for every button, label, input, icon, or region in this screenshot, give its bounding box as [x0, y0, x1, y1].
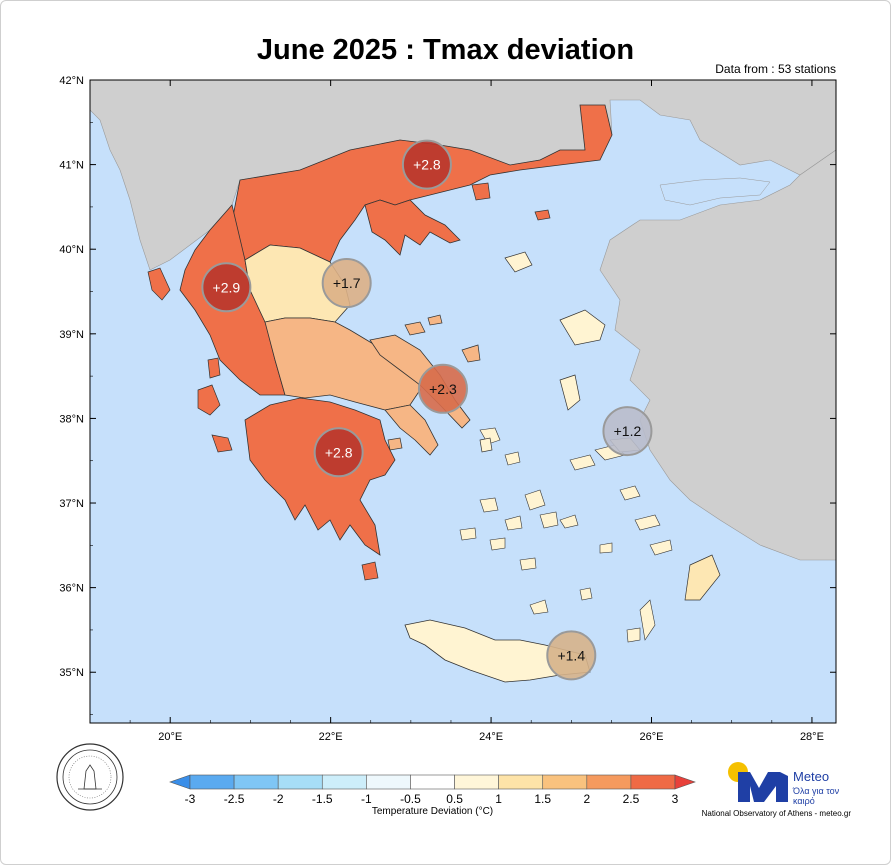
region-marker: +2.8: [313, 427, 364, 478]
colorbar-segment: [454, 774, 499, 790]
lat-tick-label: 40°N: [59, 244, 84, 256]
region-crete: [404, 619, 591, 683]
islands-cyclades: [459, 427, 673, 643]
region-marker: +2.9: [201, 262, 252, 313]
colorbar-segment: [366, 774, 411, 790]
colorbar-segment: [586, 774, 632, 790]
colorbar-title: Temperature Deviation (°C): [371, 806, 494, 817]
region-marker-label: +2.3: [429, 381, 457, 397]
colorbar: -3 -2.5 -2 -1.5 -1 -0.5 0.5 1 1.5 2 2.5 3: [169, 774, 696, 806]
region-marker-label: +2.8: [413, 157, 441, 173]
lat-tick-label: 36°N: [59, 583, 84, 595]
colorbar-segment: [630, 774, 676, 790]
region-marker-circle: [401, 139, 452, 190]
lat-tick-label: 41°N: [59, 160, 84, 172]
lon-tick-label: 28°E: [800, 731, 824, 743]
island-andros: [479, 437, 493, 453]
lat-tick-label: 38°N: [59, 413, 84, 425]
marmara-sea: [659, 177, 771, 206]
region-marker-label: +1.4: [557, 647, 585, 663]
colorbar-segment: [189, 774, 235, 790]
island-skiros: [461, 344, 481, 363]
colorbar-tick-label: -2: [273, 792, 284, 806]
lat-tick-label: 35°N: [59, 667, 84, 679]
colorbar-segment: [410, 774, 455, 790]
colorbar-tick-label: 0.5: [446, 792, 463, 806]
colorbar-arrow-high: [674, 774, 696, 790]
colorbar-tick-label: -1: [361, 792, 372, 806]
island-kythira: [361, 561, 379, 581]
region-chalkidiki: [364, 199, 461, 256]
region-marker-label: +2.8: [325, 444, 353, 460]
colorbar-tick-label: 2.5: [623, 792, 640, 806]
colorbar-segment: [321, 774, 367, 790]
colorbar-tick-label: 1.5: [534, 792, 551, 806]
brand-name: Meteo: [793, 769, 830, 784]
region-marker-circle: [201, 262, 252, 313]
region-marker-circle: [313, 427, 364, 478]
footer-credit: National Observatory of Athens - meteo.g…: [701, 809, 851, 818]
island-thasos: [471, 182, 491, 201]
island-samothraki: [534, 209, 551, 221]
colorbar-segment: [498, 774, 544, 790]
lat-tick-label: 37°N: [59, 498, 84, 510]
region-marker-label: +2.9: [213, 279, 241, 295]
region-marker-circle: [417, 363, 468, 414]
island-aegina: [387, 437, 403, 451]
island-sporades: [404, 314, 443, 336]
lon-tick-label: 26°E: [640, 731, 664, 743]
island-zakynthos: [211, 434, 233, 453]
brand-tagline: Όλα για τον καιρό: [793, 786, 840, 806]
meteo-logo-icon: [728, 762, 788, 802]
latitude-axis: 42°N 41°N 40°N 39°N 38°N 37°N 36°N 35°N: [59, 75, 836, 715]
region-marker-circle: [321, 258, 372, 309]
colorbar-tick-label: 1: [495, 792, 502, 806]
region-marker: +2.3: [417, 363, 468, 414]
lat-tick-label: 39°N: [59, 329, 84, 341]
colorbar-segment: [542, 774, 588, 790]
colorbar-tick-label: 2: [583, 792, 590, 806]
lon-tick-label: 22°E: [319, 731, 343, 743]
colorbar-tick-label: 3: [672, 792, 679, 806]
region-marker-label: +1.7: [333, 275, 361, 291]
source-note: Data from : 53 stations: [715, 62, 836, 76]
lon-tick-label: 20°E: [158, 731, 182, 743]
colorbar-tick-label: -0.5: [400, 792, 421, 806]
map-title: June 2025 : Tmax deviation: [256, 34, 635, 66]
region-marker: +1.2: [602, 406, 653, 457]
colorbar-tick-label: -2.5: [224, 792, 245, 806]
island-lefkada: [207, 357, 221, 379]
region-thessaly: [244, 244, 351, 323]
region-marker-label: +1.2: [614, 423, 642, 439]
island-lemnos: [504, 251, 533, 273]
region-attica: [384, 404, 439, 456]
region-marker-circle: [602, 406, 653, 457]
region-marker: +1.7: [321, 258, 372, 309]
colorbar-tick-label: -3: [185, 792, 196, 806]
region-marker-circle: [546, 630, 597, 681]
lon-tick-label: 24°E: [479, 731, 503, 743]
colorbar-tick-label: -1.5: [312, 792, 333, 806]
island-lesvos: [559, 309, 606, 346]
colorbar-segment: [277, 774, 323, 790]
island-rhodes: [684, 554, 721, 601]
colorbar-segment: [233, 774, 279, 790]
observatory-seal-icon: [56, 743, 124, 811]
turkey-land: [599, 149, 836, 561]
island-corfu: [147, 267, 171, 301]
longitude-axis: 20°E 22°E 24°E 26°E 28°E: [129, 80, 824, 743]
colorbar-arrow-low: [169, 774, 191, 790]
island-kefalonia: [197, 384, 221, 416]
region-marker: +1.4: [546, 630, 597, 681]
region-marker: +2.8: [401, 139, 452, 190]
region-markers: +2.8 +2.9 +1.7 +2.3 +2.8 +1.2 +1.4: [201, 139, 653, 681]
lat-tick-label: 42°N: [59, 75, 84, 87]
island-chios: [559, 374, 581, 411]
map-border: [89, 79, 837, 724]
